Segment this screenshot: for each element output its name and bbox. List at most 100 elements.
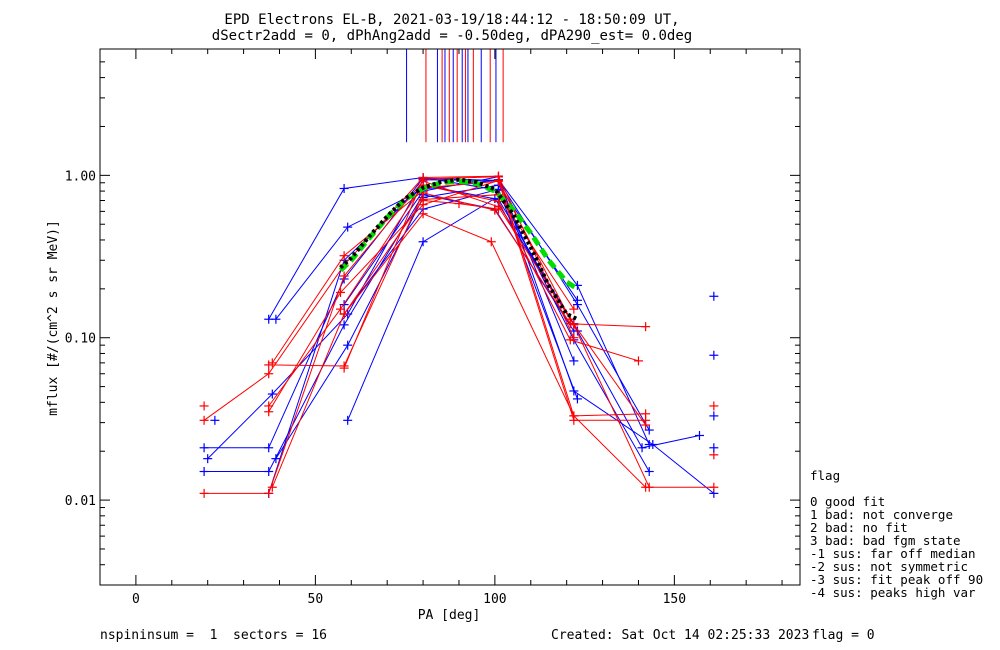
data-point [203, 454, 213, 464]
x-tick-label: 100 [483, 592, 506, 607]
data-point [339, 309, 349, 319]
data-point [493, 204, 503, 214]
series-11 [199, 171, 579, 425]
data-point [644, 467, 654, 477]
data-point [493, 172, 503, 182]
legend-title: flag [810, 468, 840, 483]
legend-entries: 0 good fit 1 bad: not converge 2 bad: no… [810, 494, 983, 600]
axes-layer: 0 50 100 150 0.01 0.10 1.00 [65, 48, 800, 607]
legend-entry: 1 bad: not converge [810, 507, 953, 522]
data-point [641, 409, 651, 419]
series-18 [339, 172, 719, 492]
chart-title: EPD Electrons EL-B, 2021-03-19/18:44:12 … [224, 12, 679, 28]
series-line [343, 188, 578, 400]
vertical-markers-layer [406, 49, 504, 143]
data-point [199, 401, 209, 411]
series-12 [199, 176, 654, 498]
series-line [268, 184, 639, 407]
footer-flag-value: flag = 0 [812, 628, 875, 643]
data-point [709, 291, 719, 301]
data-point [709, 350, 719, 360]
data-point [637, 443, 647, 453]
data-point [339, 363, 349, 373]
data-point [418, 196, 428, 206]
data-point [199, 443, 209, 453]
legend-entry: 2 bad: no fit [810, 520, 908, 535]
series-line [204, 180, 650, 494]
y-tick-label: 0.01 [65, 494, 96, 509]
series-line [347, 197, 575, 421]
series-13 [264, 175, 651, 425]
data-point [267, 482, 277, 492]
data-point [264, 401, 274, 411]
footer-created-timestamp: Created: Sat Oct 14 02:25:33 2023 [551, 628, 809, 643]
data-point [339, 183, 349, 193]
data-point [633, 356, 643, 366]
data-point [199, 488, 209, 498]
data-point [709, 401, 719, 411]
series-line [271, 213, 646, 488]
y-tick-label: 0.10 [65, 332, 96, 347]
y-tick-label: 1.00 [65, 169, 96, 184]
data-point [641, 322, 651, 332]
data-point [644, 425, 654, 435]
data-point [709, 443, 719, 453]
data-point [339, 320, 349, 330]
data-point [343, 222, 353, 232]
data-point [264, 488, 274, 498]
series-15 [264, 188, 651, 371]
data-point [572, 394, 582, 404]
series-line [343, 194, 575, 315]
series-line [343, 176, 714, 488]
data-point [572, 295, 582, 305]
series-7 [271, 180, 582, 464]
data-point [336, 287, 346, 297]
data-point [267, 389, 277, 399]
series-14 [264, 180, 643, 411]
isolated-points [199, 291, 719, 460]
data-point [199, 467, 209, 477]
data-point [264, 443, 274, 453]
series-20 [418, 196, 503, 214]
data-point [264, 369, 274, 379]
data-point [569, 386, 579, 396]
series-4 [264, 180, 704, 498]
black-fit-curve [339, 177, 579, 321]
data-point [709, 411, 719, 421]
x-tick-label: 50 [308, 592, 324, 607]
data-point [339, 271, 349, 281]
series-line [275, 184, 578, 459]
data-point [210, 415, 220, 425]
fit-curves-layer [338, 177, 579, 321]
series-line [271, 180, 647, 426]
legend-entry: 3 bad: bad fgm state [810, 533, 961, 548]
data-point [339, 251, 349, 261]
legend-entry: -2 sus: not symmetric [810, 559, 968, 574]
data-point [694, 430, 704, 440]
data-point [418, 174, 428, 184]
data-point [271, 454, 281, 464]
legend-entry: 0 good fit [810, 494, 885, 509]
data-point [648, 439, 658, 449]
legend-entry: -3 sus: fit peak off 90 [810, 572, 983, 587]
data-point [271, 314, 281, 324]
data-point [267, 358, 277, 368]
flag-legend: flag 0 good fit 1 bad: not converge 2 ba… [810, 468, 983, 600]
data-point [343, 415, 353, 425]
series-17 [267, 176, 651, 430]
legend-entry: -4 sus: peaks high var [810, 585, 976, 600]
series-line [268, 179, 646, 421]
series-layer [199, 171, 719, 498]
data-point [709, 482, 719, 492]
series-line [268, 192, 646, 367]
data-point [486, 237, 496, 247]
chart-subtitle: dSectr2add = 0, dPhAng2add = -0.50deg, d… [212, 28, 692, 44]
series-line [343, 176, 715, 494]
data-point [343, 340, 353, 350]
x-axis-label: PA [deg] [418, 608, 481, 623]
green-fit-curve [338, 178, 579, 291]
x-tick-label: 150 [663, 592, 686, 607]
x-tick-label: 0 [132, 592, 140, 607]
data-point [569, 304, 579, 314]
